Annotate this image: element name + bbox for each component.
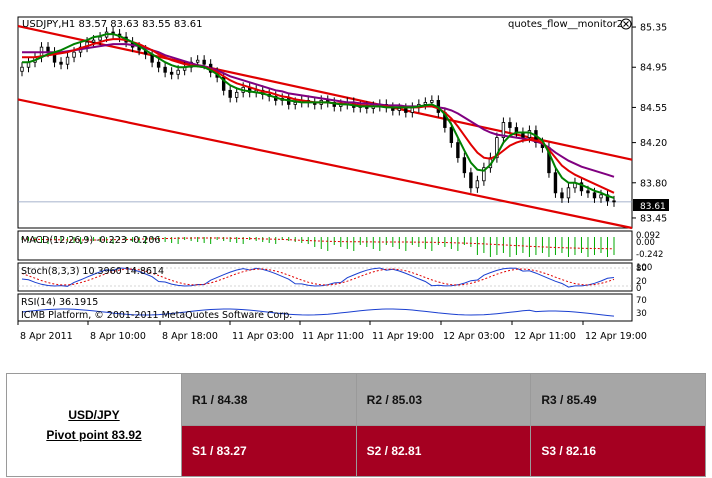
rsi-tick-label: 30: [636, 309, 647, 319]
candle-body: [566, 187, 571, 199]
resistance-r3: R3 / 85.49: [530, 373, 706, 426]
main-plot-area: [17, 24, 633, 230]
candle-body: [482, 167, 486, 182]
candle-body: [469, 172, 473, 189]
candle-body: [449, 127, 454, 143]
close-circle-icon[interactable]: [620, 18, 632, 30]
time-tick-label: 12 Apr 19:00: [585, 331, 647, 342]
time-tick-label: 12 Apr 11:00: [514, 331, 576, 342]
macd-tick-label: 0.00: [636, 238, 655, 248]
candle-body: [163, 66, 167, 73]
candle-body: [508, 122, 512, 128]
candle-body: [234, 91, 239, 98]
time-tick-label: 11 Apr 19:00: [372, 331, 434, 342]
candle-body: [156, 61, 161, 68]
channel-lower-line: [17, 98, 633, 230]
candle-body: [397, 108, 402, 111]
candle-body: [423, 102, 428, 105]
price-tick-label: 84.55: [640, 103, 667, 114]
price-tick-label: 85.35: [640, 23, 667, 34]
macd-tick-label: -0.242: [636, 250, 663, 260]
candle-body: [195, 59, 200, 63]
candle-body: [586, 190, 590, 194]
candle-body: [462, 157, 467, 174]
candle-body: [553, 172, 558, 194]
candle-body: [560, 192, 564, 199]
rsi-tick-label: 70: [636, 296, 647, 306]
candle-body: [495, 137, 499, 159]
pivot-table: USD/JPY Pivot point 83.92 R1 / 84.38 R2 …: [6, 373, 706, 477]
resistance-r2: R2 / 85.03: [355, 373, 532, 426]
candle-body: [72, 51, 76, 58]
rsi-pane: [17, 293, 633, 322]
ma-fast-line: [22, 33, 615, 199]
macd-label: MACD(12,26,9) -0.223 -0.206: [21, 235, 160, 246]
price-tick-label: 83.45: [640, 213, 667, 224]
stoch-label: Stoch(8,3,3) 10.3960 14.8614: [21, 266, 164, 277]
candle-body: [59, 61, 63, 65]
current-price-marker: 83.61: [633, 199, 669, 212]
time-tick-label: 8 Apr 2011: [20, 331, 73, 342]
stoch-tick-label: 20: [636, 277, 647, 287]
candle-body: [20, 66, 24, 72]
price-tick-label: 83.80: [640, 178, 667, 189]
stoch-main-line: [21, 267, 615, 288]
candle-body: [599, 194, 603, 199]
time-tick-label: 12 Apr 03:00: [443, 331, 505, 342]
ma-slow-line: [22, 43, 615, 178]
stoch-tick-label: 80: [636, 264, 647, 274]
main-pane: [17, 16, 633, 229]
support-s1: S1 / 83.27: [181, 425, 357, 477]
support-s3: S3 / 82.16: [530, 425, 706, 477]
monitor-label: quotes_flow__monitor2: [508, 19, 623, 30]
candle-body: [456, 142, 460, 159]
resistance-r1: R1 / 84.38: [181, 373, 357, 426]
candle-body: [169, 71, 174, 75]
stoch-tick-label: 0: [636, 284, 641, 294]
candle-body: [176, 69, 180, 75]
pivot-label-cell: USD/JPY Pivot point 83.92: [6, 373, 182, 477]
time-axis: 8 Apr 2011 8 Apr 10:00 8 Apr 18:00 11 Apr 0…: [17, 321, 647, 342]
price-tick-label: 84.20: [640, 138, 667, 149]
time-tick-label: 8 Apr 18:00: [162, 331, 218, 342]
time-tick-label: 8 Apr 10:00: [90, 331, 146, 342]
copyright-text: ICMB Platform, © 2001-2011 MetaQuotes So…: [21, 310, 292, 321]
candle-body: [293, 102, 297, 105]
indicator-plot-area: [18, 237, 632, 317]
rsi-line: [21, 308, 615, 317]
candle-body: [430, 99, 434, 103]
candle-body: [404, 108, 408, 113]
candle-body: [202, 59, 206, 65]
price-chart: USDJPY,H1 83.57 83.63 83.55 83.61 quotes…: [17, 16, 669, 342]
pair-label: USD/JPY: [68, 408, 120, 422]
support-s2: S2 / 82.81: [355, 425, 532, 477]
current-price-label: 83.61: [640, 202, 666, 212]
time-tick-label: 11 Apr 03:00: [232, 331, 294, 342]
candle-body: [501, 122, 506, 138]
stoch-tick-label: 100: [636, 263, 652, 273]
candle-body: [592, 192, 597, 199]
macd-tick-label: 0.092: [636, 231, 660, 241]
price-tick-label: 84.95: [640, 63, 667, 74]
candle-body: [65, 56, 70, 65]
candle-body: [98, 36, 102, 41]
symbol-info: USDJPY,H1 83.57 83.63 83.55 83.61: [22, 19, 203, 30]
macd-signal-line: [21, 237, 614, 250]
time-tick-label: 11 Apr 11:00: [302, 331, 364, 342]
candle-body: [228, 89, 232, 98]
rsi-label: RSI(14) 36.1915: [21, 297, 98, 308]
candle-body: [579, 182, 584, 192]
candle-body: [475, 180, 480, 189]
price-axis: 85.35 84.95 84.55 84.20 83.80 83.45: [632, 23, 667, 224]
candle-body: [612, 200, 616, 203]
pivot-point-label: Pivot point 83.92: [46, 428, 142, 442]
candle-body: [91, 39, 96, 43]
